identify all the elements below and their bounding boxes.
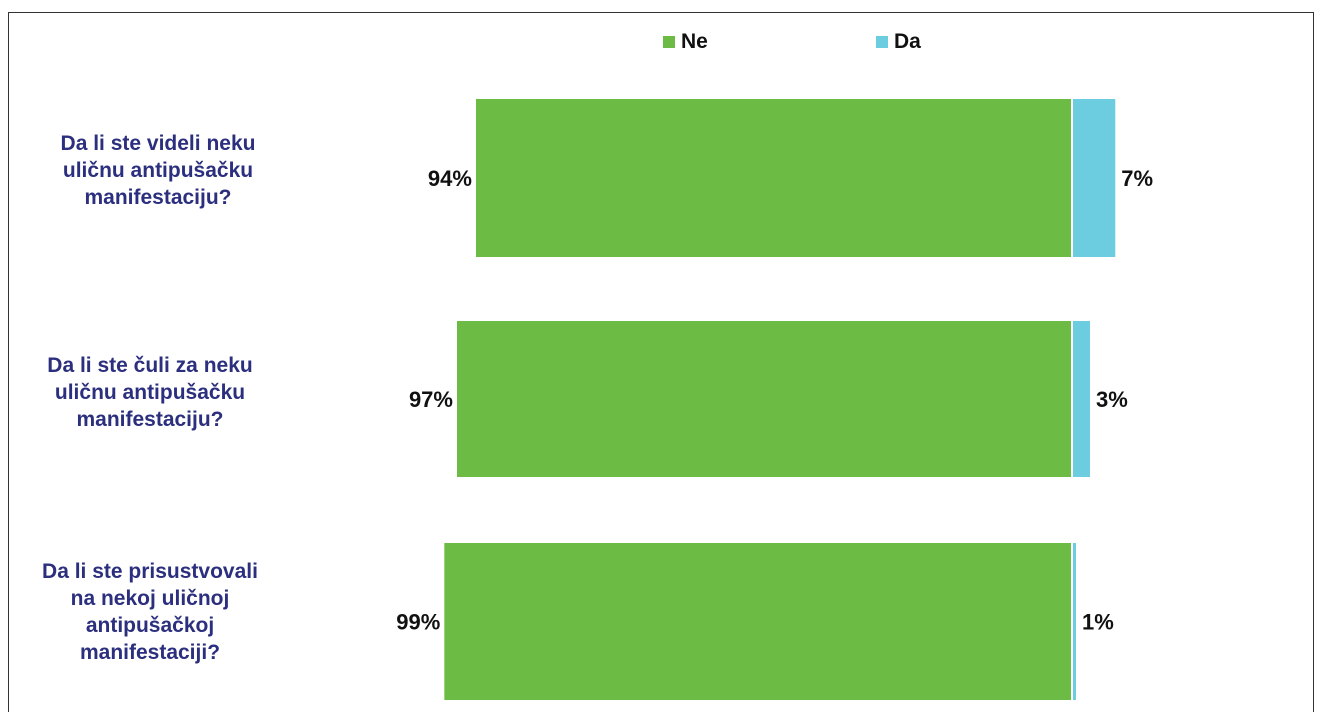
- bar-separator-3: [1071, 543, 1073, 700]
- bar-da-3: [1073, 543, 1076, 700]
- data-label-da-3: 1%: [1082, 610, 1114, 635]
- category-label-3: Da li ste prisustvovali na nekoj uličnoj…: [42, 560, 258, 664]
- bar-ne-2: [456, 321, 1071, 477]
- data-label-ne-3: 99%: [396, 610, 440, 635]
- data-label-ne-1: 94%: [428, 166, 472, 191]
- bar-da-2: [1073, 321, 1090, 477]
- data-label-ne-2: 97%: [409, 387, 453, 412]
- chart-legend: Ne Da: [0, 30, 1323, 56]
- data-label-da-1: 7%: [1121, 166, 1153, 191]
- category-label-2: Da li ste čuli za neku uličnu antipušačk…: [47, 354, 253, 431]
- bar-ne-3: [444, 543, 1072, 700]
- bar-separator-2: [1071, 321, 1073, 477]
- category-label-1: Da li ste videli neku uličnu antipušačku…: [60, 132, 256, 209]
- legend-item-ne: Ne: [663, 30, 708, 54]
- legend-swatch-da: [876, 36, 888, 48]
- legend-label-da: Da: [894, 30, 921, 53]
- legend-item-da: Da: [876, 30, 921, 54]
- data-label-da-2: 3%: [1096, 387, 1128, 412]
- legend-label-ne: Ne: [681, 30, 708, 53]
- bar-da-1: [1073, 99, 1116, 257]
- bar-ne-1: [475, 99, 1072, 257]
- legend-swatch-ne: [663, 36, 675, 48]
- bar-separator-1: [1071, 99, 1073, 257]
